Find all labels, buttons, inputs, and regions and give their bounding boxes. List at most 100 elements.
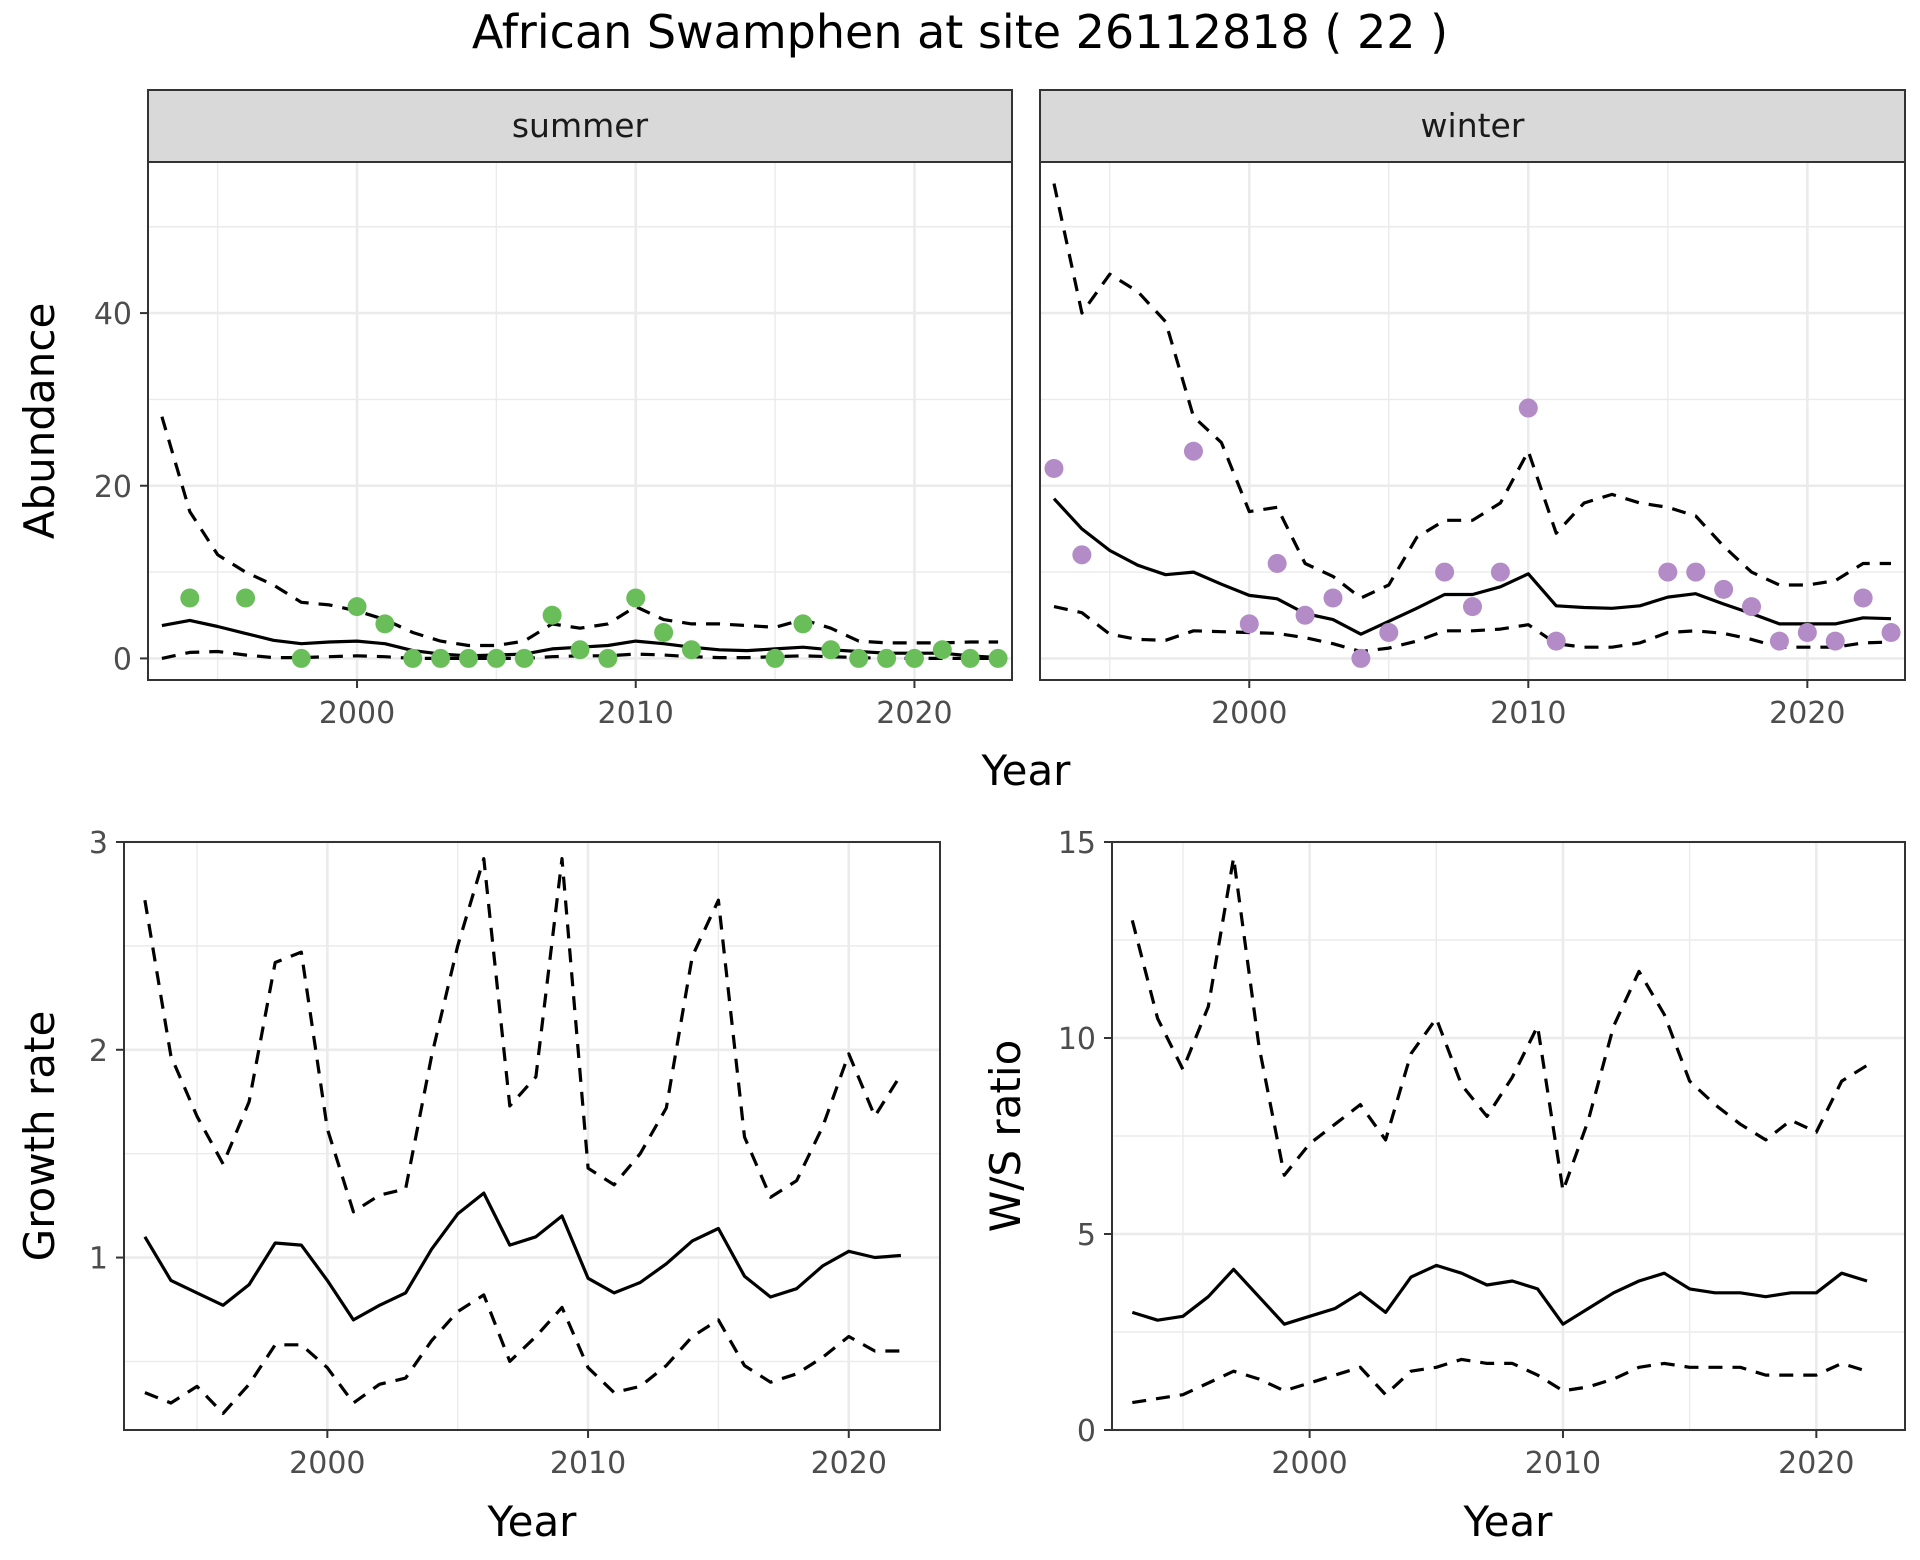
data-point (904, 648, 924, 668)
x-tick-label: 2000 (289, 1446, 365, 1481)
data-point (291, 648, 311, 668)
data-point (1714, 579, 1734, 599)
y-tick-label: 2 (89, 1034, 108, 1069)
dashed-band-line (1052, 183, 1891, 600)
x-tick-label: 2010 (1525, 1446, 1601, 1481)
data-point (542, 605, 562, 625)
data-point (626, 588, 646, 608)
data-point (1797, 623, 1817, 643)
dashed-band-line (1132, 1357, 1868, 1405)
y-axis-title: Abundance (15, 303, 64, 540)
data-point (849, 648, 869, 668)
data-point (1239, 614, 1259, 634)
y-tick-label: 0 (113, 642, 132, 677)
data-point (180, 588, 200, 608)
data-point (821, 640, 841, 660)
x-tick-label: 2020 (811, 1446, 887, 1481)
data-point (1742, 597, 1762, 617)
x-axis-title: Year (487, 1497, 578, 1546)
dashed-band-line (144, 1293, 901, 1415)
data-point (459, 648, 479, 668)
y-tick-label: 0 (1077, 1414, 1096, 1449)
data-point (1546, 631, 1566, 651)
x-axis-title: Year (981, 746, 1072, 795)
data-point (1435, 562, 1455, 582)
x-tick-label: 2020 (1769, 696, 1845, 731)
y-tick-label: 1 (89, 1242, 108, 1277)
panel-winter: winter 2000 2010 2020 Year (981, 89, 1906, 795)
data-point (654, 623, 674, 643)
data-point (1490, 562, 1510, 582)
data-point (1267, 553, 1287, 573)
data-point (1686, 562, 1706, 582)
panel-summer: summer 2000 2010 2020 0 20 40 Abundance (15, 89, 1013, 731)
y-tick-label: 10 (1058, 1022, 1096, 1057)
data-point (1351, 648, 1371, 668)
y-axis-title: W/S ratio (981, 1040, 1030, 1233)
y-axis-title: Growth rate (15, 1011, 64, 1262)
data-point (1323, 588, 1343, 608)
data-point (375, 614, 395, 634)
panel-border-growth (123, 841, 941, 1431)
data-point (1044, 458, 1064, 478)
y-tick-label: 15 (1058, 826, 1096, 861)
x-tick-label: 2020 (1778, 1446, 1854, 1481)
x-tick-label: 2000 (1211, 696, 1287, 731)
data-point (598, 648, 618, 668)
x-tick-label: 2000 (1271, 1446, 1347, 1481)
data-point (1295, 605, 1315, 625)
dashed-band-line (160, 416, 999, 648)
data-point (793, 614, 813, 634)
data-point (347, 597, 367, 617)
data-point (877, 648, 897, 668)
data-point (1853, 588, 1873, 608)
dashed-band-line (1053, 605, 1892, 654)
panel-growth: 2000 2010 2020 1 2 3 Year Growth rate (15, 826, 941, 1546)
data-point (1072, 545, 1092, 565)
x-tick-label: 2010 (598, 696, 674, 731)
facet-strip-summer (147, 89, 1013, 163)
data-point (988, 648, 1008, 668)
y-tick-label: 5 (1077, 1218, 1096, 1253)
data-point (1825, 631, 1845, 651)
panel-border-summer (147, 161, 1013, 681)
data-point (514, 648, 534, 668)
y-tick-label: 20 (94, 470, 132, 505)
dashed-band-line (1130, 856, 1868, 1193)
data-point (431, 648, 451, 668)
data-point (1463, 597, 1482, 617)
y-tick-label: 3 (89, 826, 108, 861)
data-point (681, 640, 701, 660)
data-point (960, 648, 980, 668)
x-tick-label: 2020 (876, 696, 952, 731)
data-point (1379, 623, 1399, 643)
data-point (1769, 631, 1789, 651)
data-point (486, 648, 506, 668)
x-axis-title: Year (1463, 1497, 1554, 1546)
x-tick-label: 2000 (319, 696, 395, 731)
facet-label-winter: winter (1421, 106, 1525, 145)
data-point (1881, 623, 1901, 643)
data-point (403, 648, 423, 668)
panel-border-winter (1039, 161, 1906, 681)
figure-title: African Swamphen at site 26112818 ( 22 ) (472, 5, 1448, 59)
x-tick-label: 2010 (1490, 696, 1566, 731)
data-point (1518, 398, 1538, 418)
data-point (765, 648, 785, 668)
panel-ratio: 2000 2010 2020 0 5 10 15 Year W/S ratio (981, 826, 1906, 1546)
data-point (1183, 441, 1203, 461)
panel-border-ratio (1111, 841, 1906, 1431)
data-point (1658, 562, 1678, 582)
trend-line (143, 1191, 902, 1322)
dashed-band-line (143, 857, 903, 1214)
data-point (932, 640, 952, 660)
trend-line (1131, 1263, 1868, 1326)
data-point (236, 588, 256, 608)
facet-label-summer: summer (512, 106, 649, 145)
x-tick-label: 2010 (550, 1446, 626, 1481)
y-tick-label: 40 (94, 297, 132, 332)
data-point (570, 640, 590, 660)
